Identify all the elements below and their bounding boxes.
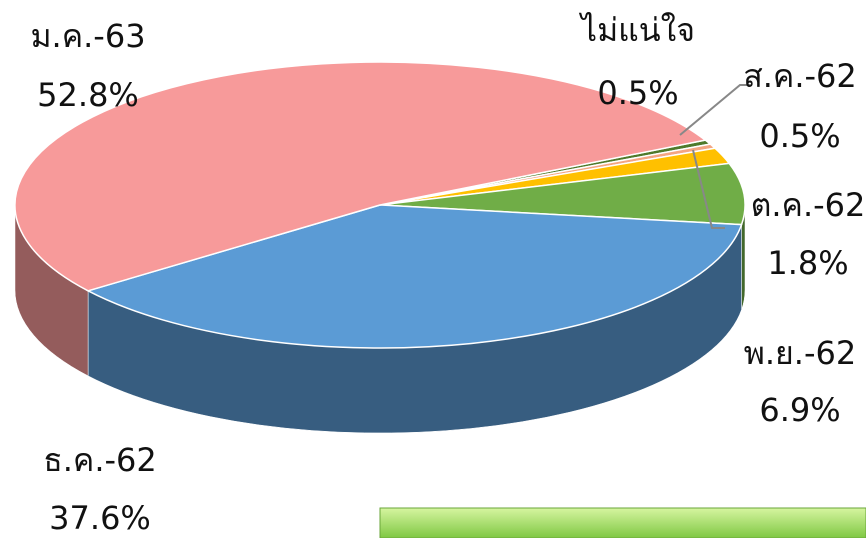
value-label: 6.9%: [759, 391, 840, 429]
category-label: ต.ค.-62: [751, 186, 866, 224]
value-label: 0.5%: [759, 117, 840, 155]
value-label: 1.8%: [767, 244, 848, 282]
pie-slice: [14, 61, 707, 292]
pie-slice: [86, 204, 743, 349]
pie-tops: [14, 61, 746, 349]
category-label: ไม่แน่ใจ: [578, 11, 695, 49]
leader-line: [679, 84, 752, 136]
value-label: 0.5%: [597, 74, 678, 112]
category-label: ธ.ค.-62: [43, 441, 157, 479]
value-label: 52.8%: [37, 76, 139, 114]
category-label: ส.ค.-62: [743, 57, 857, 95]
category-label: พ.ย.-62: [744, 334, 856, 372]
category-label: ม.ค.-63: [30, 17, 145, 55]
labels: ไม่แน่ใจ 0.5% ส.ค.-62 0.5% ต.ค.-62 1.8% พ.ย.-6…: [30, 11, 865, 537]
value-label: 37.6%: [49, 499, 151, 537]
button: [379, 507, 866, 538]
leader-line: [692, 149, 725, 229]
